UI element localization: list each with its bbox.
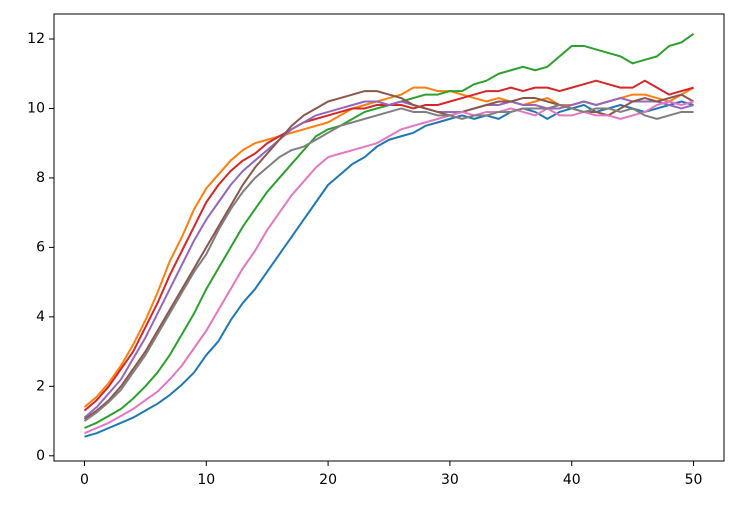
y-tick-label: 4 (36, 309, 45, 325)
x-tick-label: 20 (319, 472, 337, 488)
y-tick-label: 10 (27, 100, 45, 116)
series-line (84, 100, 694, 435)
y-tick-label: 2 (36, 378, 45, 394)
series-line (84, 100, 694, 438)
y-tick-label: 8 (36, 170, 45, 186)
plot-frame (53, 13, 725, 462)
y-tick-label: 6 (36, 239, 45, 255)
series-line (83, 104, 694, 422)
series-line (83, 97, 694, 419)
series-line (83, 90, 695, 421)
y-tick-label: 12 (27, 31, 45, 47)
x-tick-label: 0 (80, 472, 89, 488)
x-tick-label: 50 (685, 472, 703, 488)
x-tick-label: 30 (441, 472, 459, 488)
x-tick-label: 40 (563, 472, 581, 488)
series-line (83, 79, 694, 412)
y-tick-label: 0 (36, 448, 45, 464)
x-tick-label: 10 (197, 472, 215, 488)
series-line (84, 32, 695, 429)
